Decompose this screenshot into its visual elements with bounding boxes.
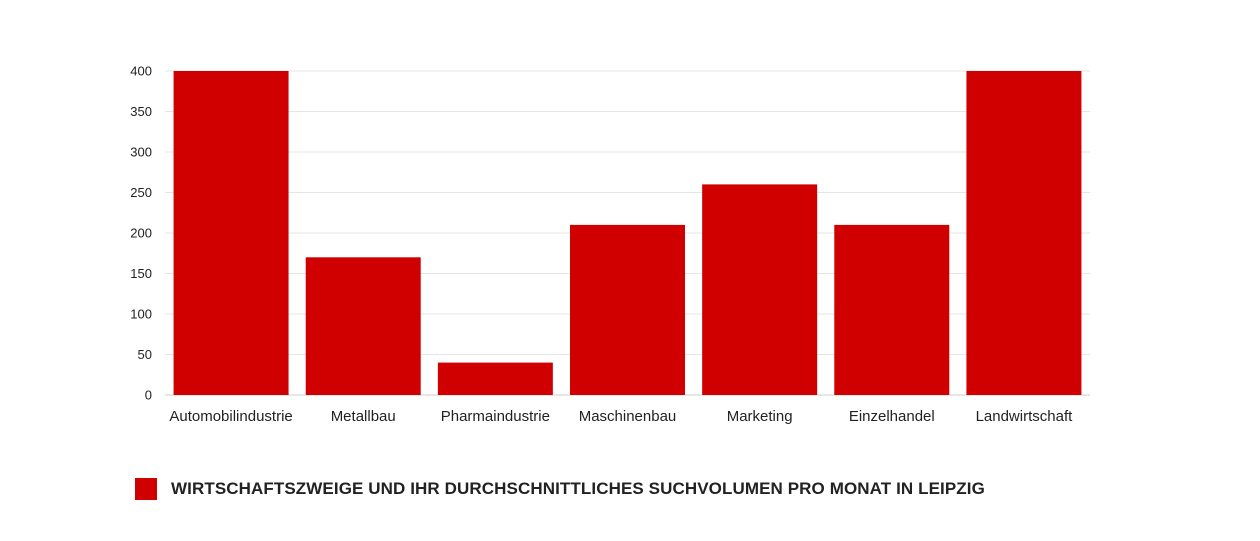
legend: WIRTSCHAFTSZWEIGE UND IHR DURCHSCHNITTLI… <box>135 478 985 500</box>
y-tick-label: 250 <box>130 185 152 200</box>
y-tick-label: 0 <box>145 388 152 403</box>
legend-swatch <box>135 478 157 500</box>
bar-maschinenbau <box>570 224 685 395</box>
y-tick-label: 200 <box>130 226 152 241</box>
y-tick-label: 350 <box>130 104 152 119</box>
bar-landwirtschaft <box>966 71 1082 395</box>
y-tick-label: 150 <box>130 266 152 281</box>
x-tick-label: Einzelhandel <box>849 408 935 425</box>
bar-automobilindustrie <box>173 71 289 395</box>
bar-einzelhandel <box>834 224 950 395</box>
y-tick-label: 400 <box>130 64 152 79</box>
x-tick-label: Pharmaindustrie <box>441 408 550 425</box>
x-tick-label: Marketing <box>727 408 793 425</box>
bar-metallbau <box>305 257 421 395</box>
y-tick-label: 100 <box>130 307 152 322</box>
bar-marketing <box>702 184 818 395</box>
x-tick-label: Metallbau <box>331 408 396 425</box>
y-tick-label: 50 <box>138 347 152 362</box>
x-axis: Automobilindustrie Metallbau Pharmaindustr… <box>169 408 1073 425</box>
x-tick-label: Maschinenbau <box>579 408 677 425</box>
legend-label: WIRTSCHAFTSZWEIGE UND IHR DURCHSCHNITTLI… <box>171 479 985 498</box>
x-tick-label: Automobilindustrie <box>169 408 292 425</box>
x-tick-label: Landwirtschaft <box>976 408 1074 425</box>
bars <box>173 71 1082 395</box>
y-tick-label: 300 <box>130 145 152 160</box>
bar-pharmaindustrie <box>437 362 553 395</box>
y-axis: 0 50 100 150 200 250 300 350 400 <box>130 64 152 403</box>
